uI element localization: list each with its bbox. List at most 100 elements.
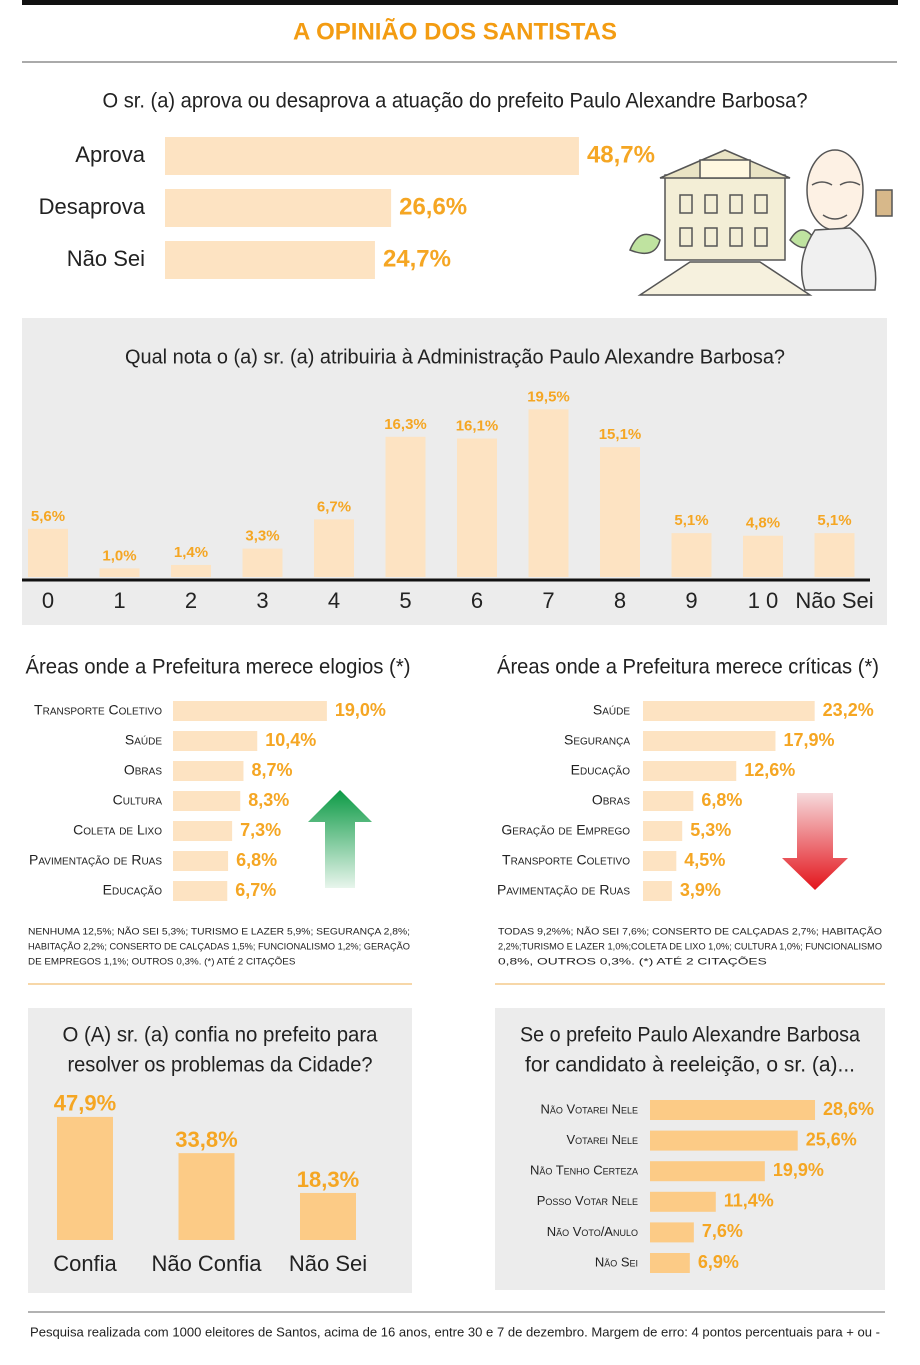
category-label: Coleta de Lixo — [73, 822, 162, 838]
value-label: 8,3% — [248, 790, 289, 810]
category-label: 0 — [42, 588, 54, 613]
bar — [528, 409, 569, 577]
bar — [28, 528, 68, 577]
category-label: Pavimentação de Ruas — [497, 882, 630, 898]
category-label: Transporte Coletivo — [34, 702, 162, 718]
note: HABITAÇÃO 2,2%; CONSERTO DE CALÇADAS 1,5… — [28, 942, 410, 953]
up-arrow — [308, 790, 372, 888]
illustration — [629, 149, 893, 296]
value-label: 1,0% — [102, 547, 136, 564]
category-label: Educação — [103, 882, 163, 898]
bar — [165, 241, 375, 279]
category-label: Educação — [571, 762, 631, 778]
value-label: 6,7% — [235, 880, 276, 900]
page-title: A OPINIÃO DOS SANTISTAS — [293, 17, 617, 45]
category-label: Saúde — [125, 732, 162, 748]
note: NENHUMA 12,5%; NÃO SEI 5,3%; TURISMO E L… — [28, 927, 410, 938]
value-label: 10,4% — [265, 730, 316, 750]
value-label: 19,5% — [527, 388, 570, 405]
bar — [671, 533, 712, 577]
bar — [173, 851, 229, 871]
bar — [173, 761, 244, 781]
bar — [643, 731, 776, 751]
value-label: 11,4% — [724, 1191, 774, 1211]
value-label: 16,3% — [384, 416, 427, 433]
bar — [650, 1191, 716, 1212]
value-label: 7,3% — [240, 820, 281, 840]
down-arrow — [782, 793, 848, 890]
note: 0,8%, OUTROS 0,3%. (*) ATÉ 2 CITAÇÕES — [498, 957, 767, 968]
footer: Pesquisa realizada com 1000 eleitores de… — [30, 1324, 880, 1339]
bar — [173, 731, 258, 751]
note: DE EMPREGOS 1,1%; OUTROS 0,3%. (*) ATÉ 2… — [28, 957, 295, 968]
category-label: 4 — [328, 588, 340, 613]
bar — [173, 881, 228, 901]
bar — [743, 535, 783, 577]
value-label: 23,2% — [823, 700, 874, 720]
bar — [643, 791, 694, 811]
value-label: 3,3% — [245, 528, 279, 545]
category-label: 6 — [471, 588, 483, 613]
bar — [173, 791, 241, 811]
category-label: Não Tenho Certeza — [530, 1163, 638, 1178]
category-label: Não Voto/Anulo — [547, 1224, 638, 1239]
value-label: 6,7% — [317, 498, 351, 515]
value-label: 25,6% — [806, 1129, 857, 1149]
bar — [650, 1253, 690, 1273]
category-label: Votarei Nele — [566, 1132, 638, 1147]
bar — [457, 438, 497, 577]
value-label: 18,3% — [297, 1167, 359, 1192]
value-label: 47,9% — [54, 1091, 116, 1116]
chart-title: for candidato à reeleição, o sr. (a)... — [525, 1054, 855, 1077]
bar — [814, 533, 855, 577]
bar — [385, 436, 426, 577]
chart-title: Áreas onde a Prefeitura merece críticas … — [497, 656, 879, 679]
category-label: 2 — [185, 588, 197, 613]
category-label: Cultura — [113, 792, 163, 808]
bar — [643, 701, 815, 721]
value-label: 24,7% — [383, 245, 451, 272]
category-label: 1 0 — [748, 588, 779, 613]
value-label: 12,6% — [744, 760, 795, 780]
value-label: 1,4% — [174, 544, 208, 561]
value-label: 28,6% — [823, 1099, 874, 1119]
chart-title: Qual nota o (a) sr. (a) atribuiria à Adm… — [125, 346, 785, 368]
category-label: Geração de Emprego — [501, 822, 630, 838]
value-label: 3,9% — [680, 880, 721, 900]
bar — [165, 137, 579, 175]
value-label: 33,8% — [175, 1127, 237, 1152]
bar — [171, 564, 211, 577]
value-label: 15,1% — [599, 426, 642, 443]
panel — [22, 318, 887, 625]
category-label: Posso Votar Nele — [537, 1193, 638, 1208]
category-label: Transporte Coletivo — [502, 852, 630, 868]
category-label: 7 — [542, 588, 554, 613]
chart-title: Áreas onde a Prefeitura merece elogios (… — [26, 656, 411, 679]
value-label: 16,1% — [456, 418, 499, 435]
bar — [650, 1222, 694, 1243]
category-label: Pavimentação de Ruas — [29, 852, 162, 868]
bar — [242, 548, 283, 577]
bar — [173, 821, 233, 841]
category-label: 1 — [113, 588, 125, 613]
value-label: 48,7% — [587, 141, 655, 168]
bar — [165, 189, 392, 227]
category-label: Não Sei — [67, 246, 145, 271]
category-label: 5 — [399, 588, 411, 613]
value-label: 4,5% — [684, 850, 725, 870]
note: TODAS 9,2%%; NÃO SEI 7,6%; CONSERTO DE C… — [498, 927, 882, 938]
category-label: Desaprova — [39, 194, 146, 219]
chart-title: Se o prefeito Paulo Alexandre Barbosa — [520, 1024, 860, 1047]
value-label: 6,8% — [701, 790, 742, 810]
value-label: 26,6% — [399, 193, 467, 220]
bar — [643, 851, 677, 871]
category-label: Aprova — [75, 142, 145, 167]
value-label: 8,7% — [251, 760, 292, 780]
category-label: Não Sei — [795, 588, 873, 613]
category-label: Não Sei — [595, 1254, 638, 1269]
chart-title: O sr. (a) aprova ou desaprova a atuação … — [103, 90, 808, 113]
value-label: 5,6% — [31, 508, 65, 525]
bar — [650, 1161, 765, 1182]
value-label: 19,9% — [773, 1160, 824, 1180]
